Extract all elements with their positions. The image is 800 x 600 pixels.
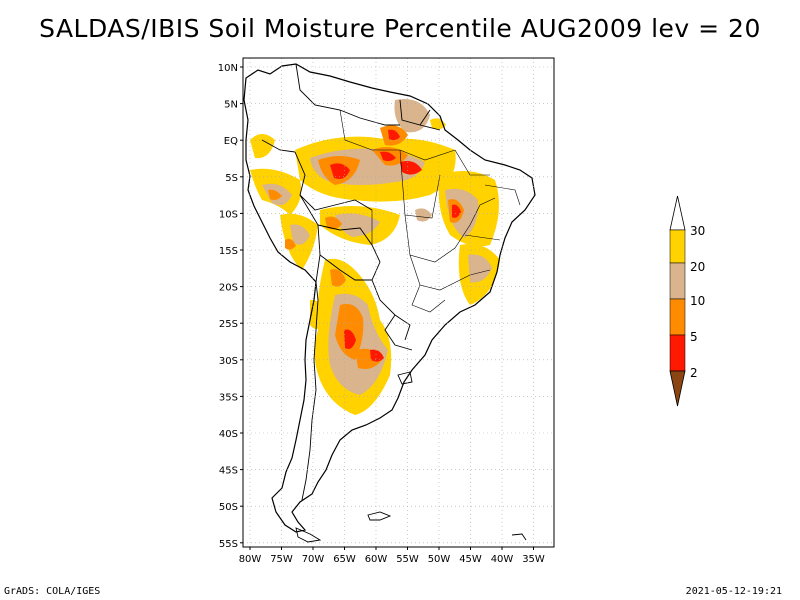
map-frame: [242, 57, 555, 548]
lon-label: 45W: [459, 554, 482, 565]
lat-label: 10S: [219, 209, 238, 220]
legend-swatch-20-30: [669, 229, 686, 264]
lon-label: 80W: [239, 554, 262, 565]
lat-label: EQ: [224, 136, 238, 147]
country-outlines: [243, 63, 536, 543]
lat-label: 40S: [219, 429, 238, 440]
legend-label-20: 20: [690, 260, 705, 274]
lat-label: 30S: [219, 356, 238, 367]
lon-label: 40W: [491, 554, 514, 565]
longitude-labels: 80W 75W 70W 65W 60W 55W 50W 45W 40W 35W: [239, 547, 545, 565]
legend-label-30: 30: [690, 224, 705, 238]
map-title: SALDAS/IBIS Soil Moisture Percentile AUG…: [39, 14, 761, 43]
legend-label-2: 2: [690, 366, 698, 380]
legend-label-10: 10: [690, 294, 705, 308]
footer-credit: GrADS: COLA/IGES: [4, 586, 101, 597]
lon-label: 75W: [270, 554, 293, 565]
lat-label: 5N: [224, 100, 238, 111]
legend-swatch-5-10: [669, 298, 686, 336]
legend-swatch-10-20: [669, 262, 686, 300]
lon-label: 70W: [302, 554, 325, 565]
lon-label: 50W: [428, 554, 451, 565]
lat-label: 10N: [218, 63, 238, 74]
legend-label-5: 5: [690, 330, 698, 344]
latitude-labels: 10N 5N EQ 5S 10S 15S 20S 25S 30S 35S 40S 45S 50S 55S: [218, 63, 243, 550]
legend-swatch-below-2: [669, 370, 686, 407]
lat-label: 50S: [219, 502, 238, 513]
continent-outline: [243, 63, 536, 533]
legend-swatch-above-30: [669, 195, 686, 231]
lat-label: 5S: [225, 173, 238, 184]
lat-label: 20S: [219, 283, 238, 294]
lat-label: 35S: [219, 392, 238, 403]
graticule: [243, 58, 554, 547]
footer-timestamp: 2021-05-12-19:21: [685, 586, 782, 597]
lon-label: 60W: [365, 554, 388, 565]
color-legend: 30 20 10 5 2: [669, 195, 705, 407]
lat-label: 25S: [219, 319, 238, 330]
lat-label: 55S: [219, 539, 238, 550]
lon-label: 35W: [522, 554, 545, 565]
legend-swatch-2-5: [669, 334, 686, 372]
lon-label: 55W: [396, 554, 419, 565]
lon-label: 65W: [333, 554, 356, 565]
lat-label: 45S: [219, 466, 238, 477]
lat-label: 15S: [219, 246, 238, 257]
percentile-shading: [250, 99, 500, 415]
